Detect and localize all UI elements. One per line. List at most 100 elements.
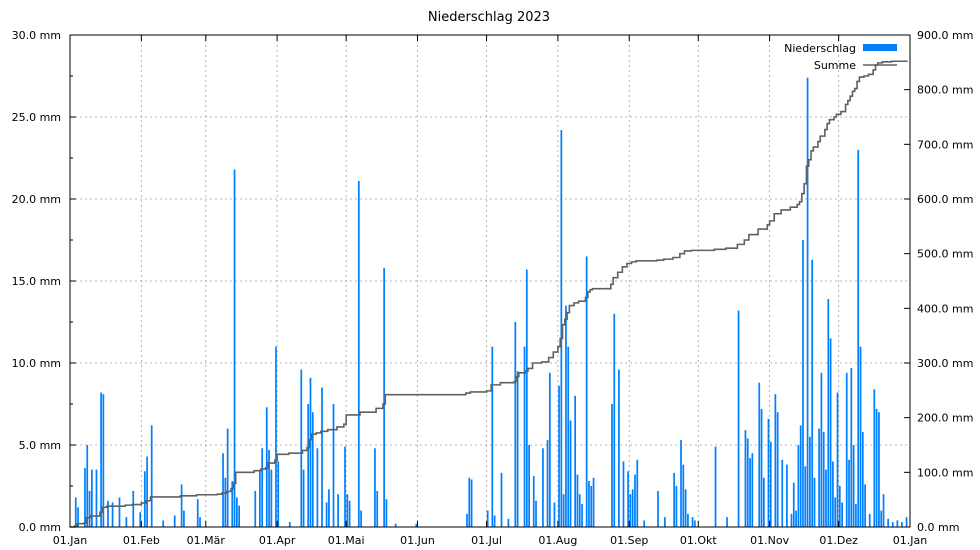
precip-bar — [875, 408, 878, 527]
precip-bar — [737, 310, 740, 527]
precip-bar — [360, 510, 362, 527]
x-tick-label: 01.Jun — [400, 534, 435, 547]
precip-bar — [864, 484, 866, 527]
y-right-tick-label: 600.0 mm — [917, 193, 973, 206]
precip-bar — [714, 446, 717, 527]
precip-bar — [680, 440, 682, 527]
precip-bar — [261, 448, 264, 527]
precip-bar — [302, 469, 305, 527]
precip-bar — [316, 448, 319, 527]
x-tick-label: 01.Nov — [750, 534, 789, 547]
precip-bar — [825, 469, 827, 527]
precip-bar — [231, 481, 234, 527]
precip-bar — [687, 513, 689, 527]
precip-bar — [878, 412, 880, 527]
precip-bar — [332, 404, 335, 527]
x-tick-label: 01.Dez — [819, 534, 858, 547]
precip-bar — [813, 477, 816, 527]
precip-bar — [827, 299, 830, 527]
precip-bar — [132, 490, 135, 527]
precip-bar — [887, 518, 889, 527]
precip-bar — [832, 461, 834, 527]
precip-bar — [809, 436, 811, 527]
precip-bar — [838, 486, 841, 527]
legend-label-niederschlag: Niederschlag — [784, 42, 856, 55]
precip-bar — [415, 523, 418, 527]
y-right-tick-label: 200.0 mm — [917, 412, 973, 425]
axes: 0.0 mm 5.0 mm 10.0 mm 15.0 mm 20.0 mm 25.0 mm… — [12, 29, 974, 547]
precip-bar — [259, 469, 261, 527]
precip-bar — [300, 369, 303, 527]
precip-bar — [383, 267, 385, 527]
y-right-tick-label: 100.0 mm — [917, 466, 973, 479]
precip-bar — [857, 149, 860, 528]
precip-bar — [585, 256, 588, 527]
precip-bar — [611, 404, 613, 527]
precip-bar — [790, 513, 793, 527]
precip-bar — [760, 408, 763, 527]
precip-bar — [486, 510, 489, 527]
precip-bar — [468, 477, 471, 527]
precipitation-bars — [74, 77, 908, 528]
precip-bar — [337, 494, 339, 527]
x-tick-label: 01.Jan — [53, 534, 87, 547]
precip-bar — [751, 453, 754, 527]
precip-bar — [763, 477, 765, 527]
precip-bar — [565, 305, 567, 527]
precip-bar — [394, 523, 397, 527]
precip-bar — [769, 441, 772, 527]
precip-bar — [542, 448, 544, 527]
precip-bar — [553, 502, 556, 527]
precip-bar — [374, 448, 376, 527]
precip-bar — [507, 518, 510, 527]
precip-bar — [74, 497, 77, 527]
precip-bar — [139, 512, 142, 527]
precip-bar — [792, 482, 795, 527]
precip-bar — [657, 490, 659, 527]
precip-bar — [873, 389, 876, 527]
y-left-tick-label: 20.0 mm — [12, 193, 61, 206]
precip-bar — [629, 494, 632, 527]
legend-label-summe: Summe — [814, 59, 856, 72]
y-left-tick-label: 5.0 mm — [19, 439, 61, 452]
precip-bar — [560, 130, 563, 527]
plot-frame — [69, 34, 911, 528]
precip-bar — [321, 387, 323, 527]
precip-bar — [523, 346, 526, 527]
precip-bar — [767, 418, 770, 527]
legend-swatch-niederschlag — [863, 44, 897, 51]
x-tick-label: 01.Mär — [187, 534, 226, 547]
precip-bar — [818, 428, 820, 527]
y-left-tick-label: 25.0 mm — [12, 111, 61, 124]
precip-bar — [868, 513, 871, 527]
precip-bar — [309, 377, 312, 527]
y-right-tick-label: 400.0 mm — [917, 302, 973, 315]
precip-bar — [183, 510, 185, 527]
precip-bar — [682, 464, 685, 527]
precip-bar — [636, 459, 639, 527]
precip-bar — [86, 445, 89, 527]
precip-bar — [525, 269, 528, 527]
precip-bar — [806, 77, 809, 527]
precip-bar — [162, 520, 165, 527]
precip-bar — [466, 513, 468, 527]
precip-bar — [288, 522, 291, 527]
precip-bar — [622, 461, 625, 527]
precip-bar — [627, 471, 629, 527]
precip-bar — [845, 372, 848, 527]
precip-bar — [891, 522, 894, 527]
precip-bar — [226, 428, 229, 527]
precip-bar — [578, 494, 581, 527]
precip-bar — [664, 517, 666, 527]
precip-bar — [77, 507, 79, 527]
precip-bar — [532, 476, 535, 527]
precip-bar — [277, 461, 280, 527]
precip-bar — [758, 382, 761, 527]
precip-bar — [634, 474, 636, 527]
precip-bar — [325, 502, 328, 527]
precip-bar — [592, 477, 595, 527]
x-tick-label: 01.Sep — [610, 534, 648, 547]
grid-lines — [70, 35, 910, 527]
x-tick-label: 01.Feb — [123, 534, 160, 547]
precip-bar — [546, 440, 549, 527]
